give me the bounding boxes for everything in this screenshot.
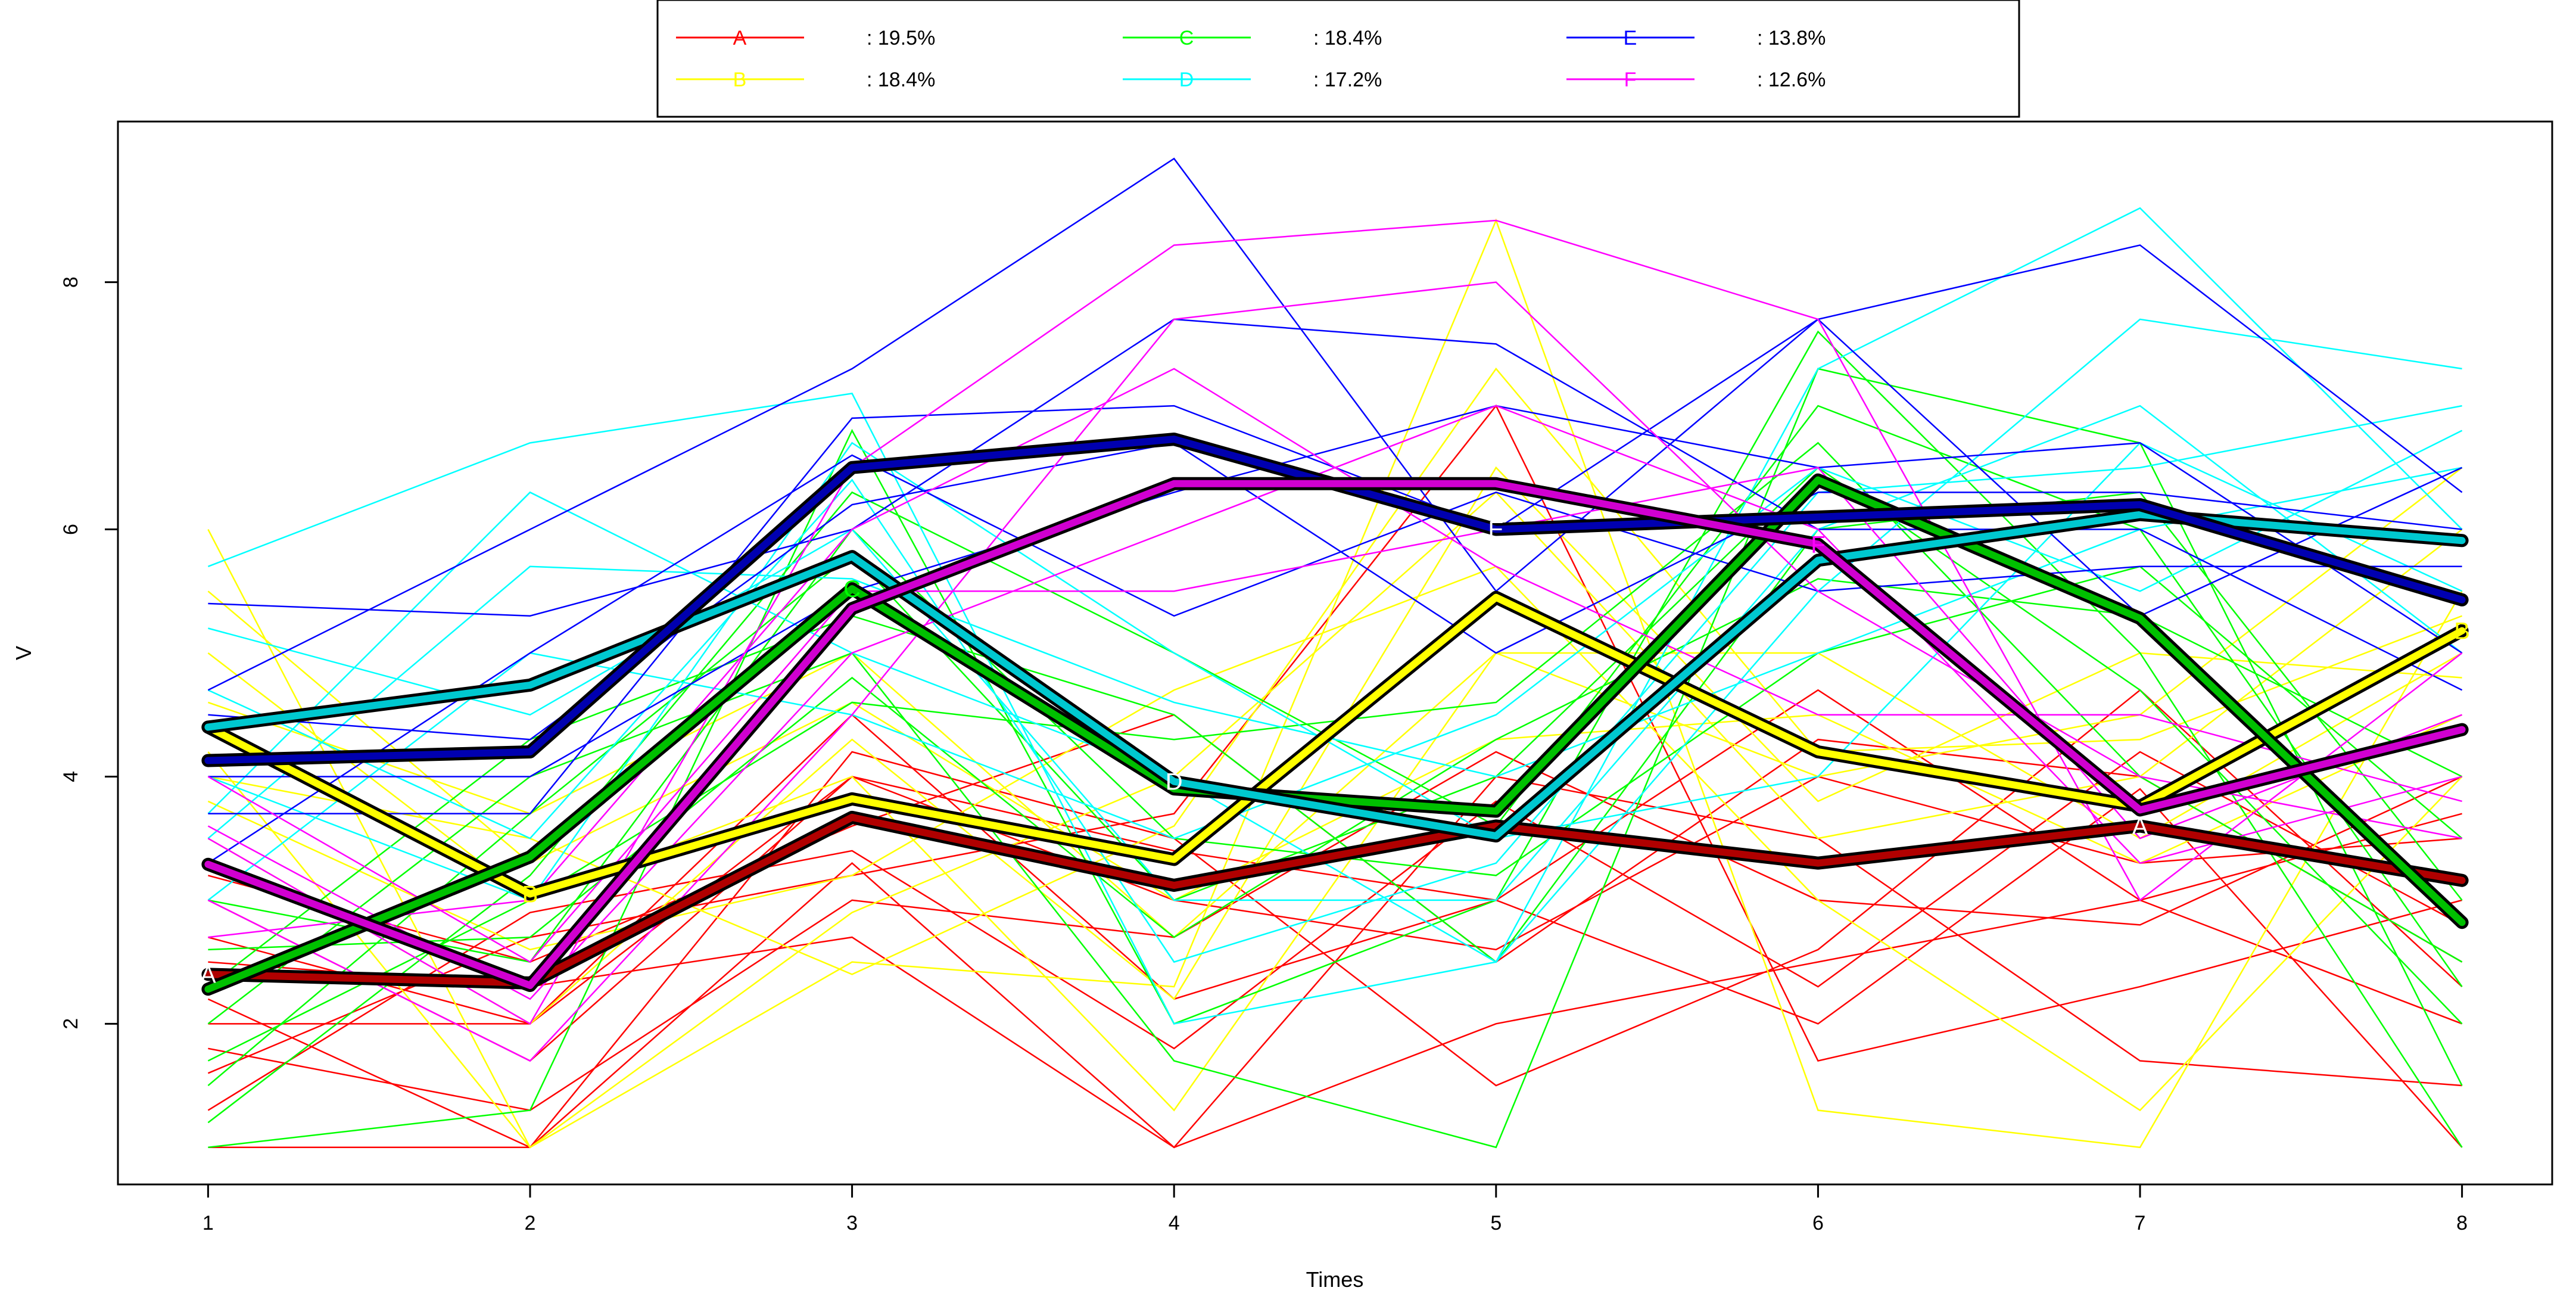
mean-line-b (204, 593, 2466, 898)
cluster-label-c: C (843, 576, 861, 602)
trajectory-line-e (207, 157, 2463, 691)
cluster-label-f: F (1811, 531, 1825, 558)
y-tick-label: 4 (60, 771, 82, 782)
x-tick-label: 6 (1812, 1212, 1824, 1234)
cluster-label-a: A (200, 962, 216, 988)
legend-frame (656, 0, 2020, 118)
trajectory-line-e (207, 454, 2462, 864)
cluster-label-b: B (2454, 618, 2470, 645)
legend-percent-a: : 19.5% (867, 27, 935, 49)
x-tick-label: 3 (846, 1212, 858, 1234)
cluster-label-e: E (1488, 517, 1504, 543)
legend-name-c: C (1179, 27, 1194, 49)
trajectory-line-e (208, 405, 2463, 778)
cluster-mean-trajectories (201, 433, 2469, 996)
y-axis: 2 4 6 8 (60, 276, 118, 1030)
legend-name-d: D (1179, 69, 1194, 91)
cluster-label-b: B (522, 882, 538, 908)
legend-name-f: F (1624, 69, 1637, 91)
legend-name-a: A (733, 27, 747, 49)
y-tick-label: 6 (60, 524, 82, 535)
trajectory-line-b (207, 491, 2463, 1149)
mean-line-f (204, 480, 2466, 990)
x-axis-label: Times (1306, 1267, 1364, 1292)
y-axis-label: V (11, 646, 36, 660)
x-tick-label: 7 (2135, 1212, 2146, 1234)
x-tick-label: 8 (2456, 1212, 2468, 1234)
legend-percent-f: : 12.6% (1757, 69, 1826, 91)
trajectory-line-d (207, 318, 2462, 963)
trajectory-line-d (207, 207, 2463, 1025)
x-tick-label: 2 (525, 1212, 536, 1234)
trajectory-line-c (208, 578, 2463, 951)
trajectory-line-a (208, 751, 2463, 1111)
trajectory-line-b (207, 565, 2463, 1112)
trajectory-line-d (207, 441, 2463, 901)
trajectory-line-f (207, 467, 2463, 963)
trajectory-line-e (208, 318, 2463, 691)
legend-percent-e: : 13.8% (1757, 27, 1826, 49)
cluster-labels: A B B C D E F A (200, 517, 2470, 988)
legend-name-e: E (1624, 27, 1637, 49)
x-tick-label: 1 (203, 1212, 214, 1234)
trajectory-line-d (208, 405, 2463, 901)
trajectory-line-f (207, 281, 2462, 1062)
mean-line-d (204, 511, 2466, 840)
cluster-label-a: A (2132, 813, 2148, 839)
legend-percent-b: : 18.4% (867, 69, 935, 91)
trajectory-line-a (207, 862, 2463, 1149)
y-tick-label: 2 (60, 1018, 82, 1030)
y-tick-label: 8 (60, 276, 82, 288)
trajectory-line-b (208, 367, 2463, 975)
trajectory-line-b (207, 218, 2463, 1149)
trajectory-line-f (207, 405, 2462, 1000)
trajectory-line-d (207, 467, 2462, 839)
x-tick-label: 5 (1490, 1212, 1502, 1234)
cluster-label-d: D (1166, 769, 1183, 795)
trajectory-line-a (208, 689, 2462, 1025)
legend-percent-c: : 18.4% (1313, 27, 1382, 49)
mean-line-c (204, 476, 2466, 993)
trajectory-line-c (207, 368, 2463, 1149)
trajectory-line-d (207, 405, 2462, 963)
individual-trajectories (207, 157, 2463, 1149)
legend-percent-d: : 17.2% (1313, 69, 1382, 91)
x-tick-label: 4 (1169, 1212, 1180, 1234)
legend: A : 19.5% B : 18.4% C : 18.4% D : 17.2% E : 13.8%… (656, 0, 2020, 118)
mean-line-a (204, 813, 2466, 987)
legend-name-b: B (733, 69, 747, 91)
x-axis: 1 2 3 4 5 6 7 8 (203, 1184, 2468, 1234)
